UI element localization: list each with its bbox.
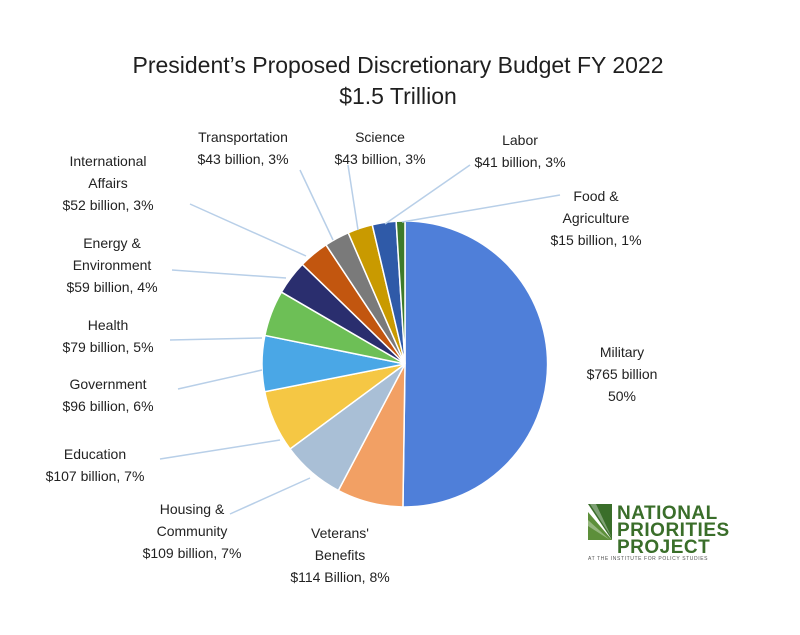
slice-label-line: $41 billion, 3% [474,154,565,170]
slice-label-energy-environment: Energy & Environment $59 billion, 4% [66,235,157,295]
slice-label-line: Science [355,129,405,145]
slice-label-line: $43 billion, 3% [197,151,288,167]
slice-label-international-affairs: International Affairs $52 billion, 3% [62,153,153,213]
slice-label-line: $52 billion, 3% [62,197,153,213]
slice-label-line: Benefits [315,547,366,563]
slice-label-labor: Labor $41 billion, 3% [474,132,565,170]
slice-label-line: International [69,153,146,169]
slice-label-line: $15 billion, 1% [550,232,641,248]
slice-label-military: Military $765 billion 50% [587,344,658,404]
logo-subline: AT THE INSTITUTE FOR POLICY STUDIES [588,556,708,562]
slice-label-line: Health [88,317,128,333]
slice-label-line: Transportation [198,129,288,145]
logo-line-2: PRIORITIES [617,520,730,541]
slice-label-line: $109 billion, 7% [143,545,242,561]
slice-label-line: $79 billion, 5% [62,339,153,355]
leader-line-labor [384,164,471,225]
slice-label-housing-community: Housing & Community $109 billion, 7% [143,501,242,561]
chart-title: President’s Proposed Discretionary Budge… [132,52,663,78]
leader-line-food-agriculture [401,194,561,223]
slice-label-health: Health $79 billion, 5% [62,317,153,355]
slice-label-line: Government [69,376,146,392]
leader-line-energy-environment [171,269,287,279]
slice-label-line: Community [157,523,228,539]
slice-label-line: Education [64,446,126,462]
leader-line-housing-community [229,477,311,515]
leader-line-transportation [299,169,334,241]
logo-fan-icon [588,504,612,540]
slice-label-veterans-benefits: Veterans' Benefits $114 Billion, 8% [290,525,389,585]
slice-label-line: Agriculture [563,210,630,226]
slice-label-line: $43 billion, 3% [334,151,425,167]
slice-label-line: Veterans' [311,525,369,541]
pie-slice-military [402,220,549,508]
slice-label-line: Energy & [83,235,141,251]
slice-labels: Military $765 billion 50% Veterans' Benefits… [46,129,658,585]
leader-line-education [159,439,281,460]
slice-label-food-agriculture: Food & Agriculture $15 billion, 1% [550,188,641,248]
slice-label-science: Science $43 billion, 3% [334,129,425,167]
national-priorities-project-logo: NATIONAL PRIORITIES PROJECT AT THE INSTI… [588,503,730,562]
slice-label-line: $96 billion, 6% [62,398,153,414]
slice-label-line: Affairs [88,175,127,191]
leader-line-health [169,337,263,341]
slice-label-line: $107 billion, 7% [46,468,145,484]
slice-label-line: Labor [502,132,538,148]
slice-label-line: $59 billion, 4% [66,279,157,295]
logo-line-3: PROJECT [617,537,710,558]
slice-label-line: Food & [573,188,619,204]
slice-label-line: Environment [73,257,152,273]
slice-label-education: Education $107 billion, 7% [46,446,145,484]
slice-label-line: $765 billion [587,366,658,382]
leader-line-government [177,369,263,390]
slice-label-line: Military [600,344,644,360]
slice-label-government: Government $96 billion, 6% [62,376,153,414]
slice-label-line: $114 Billion, 8% [290,569,389,585]
leader-line-science [347,164,359,231]
leader-line-international-affairs [189,203,307,257]
pie-slices [261,220,549,508]
leader-lines [159,164,561,515]
slice-label-line: Housing & [160,501,225,517]
chart-subtitle: $1.5 Trillion [339,83,457,109]
slice-label-transportation: Transportation $43 billion, 3% [197,129,288,167]
slice-label-line: 50% [608,388,636,404]
logo-line-1: NATIONAL [617,503,718,524]
